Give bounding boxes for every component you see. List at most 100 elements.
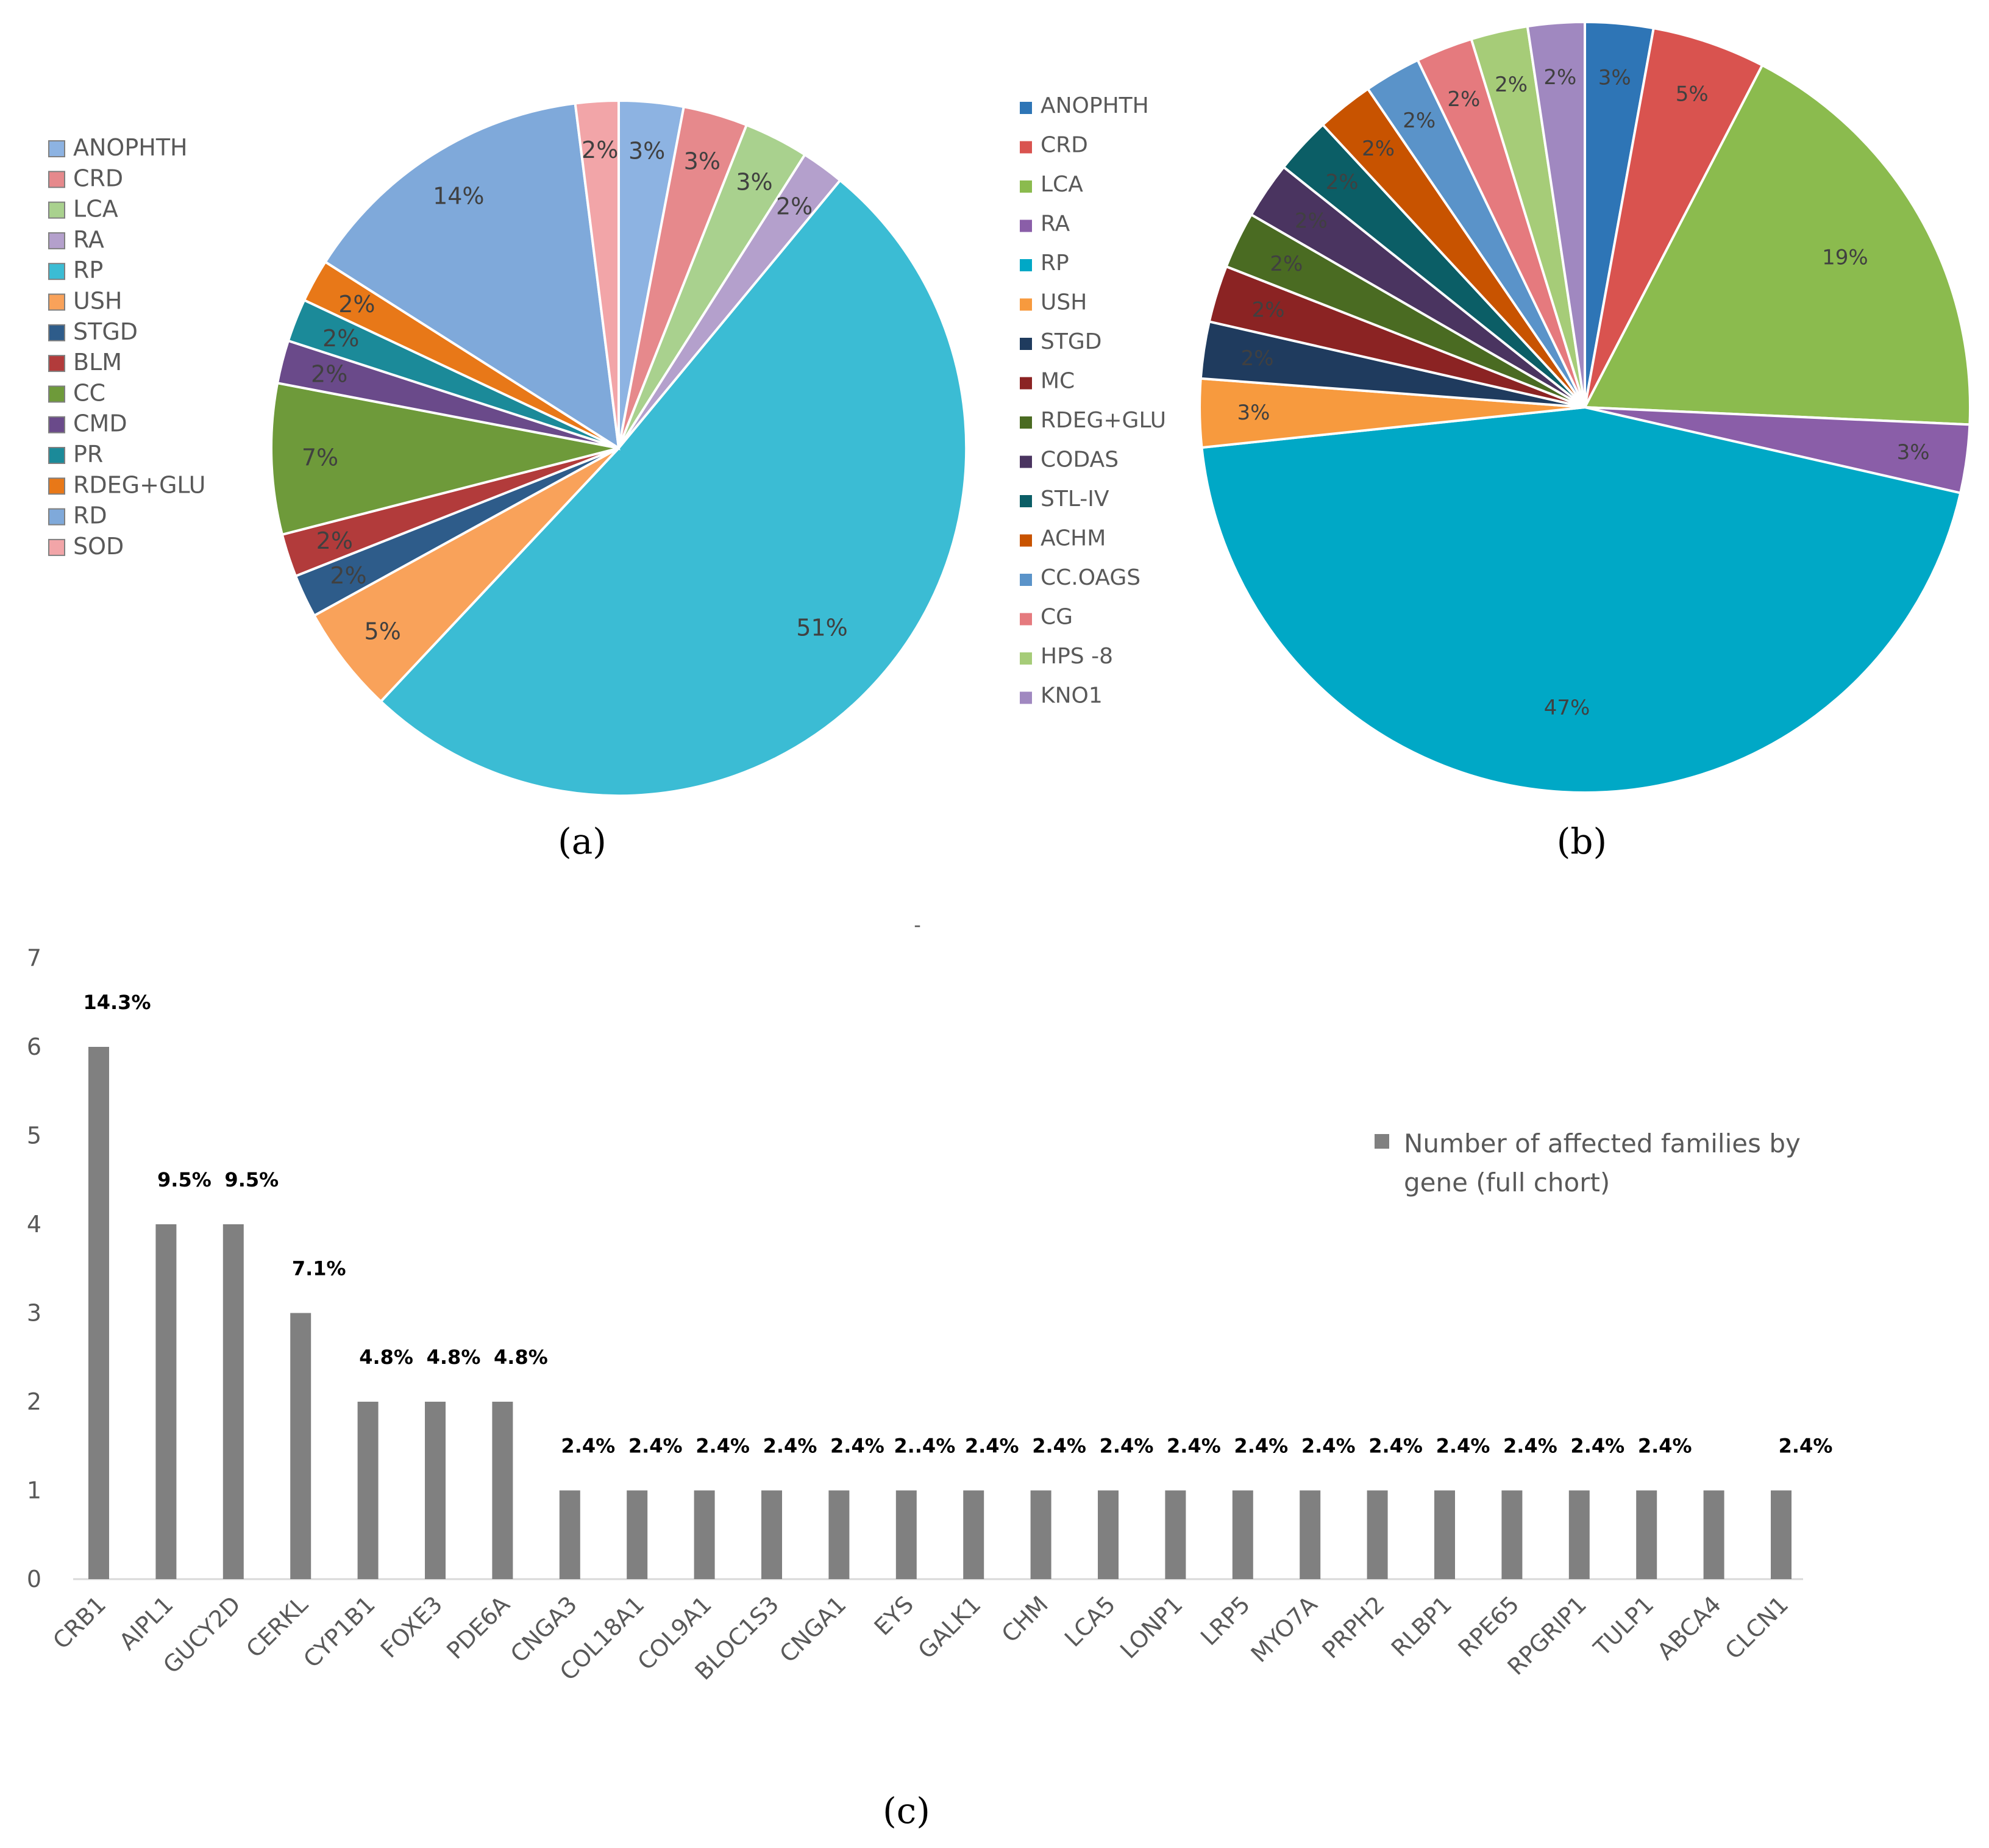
legend-label-b-mc: MC: [1041, 369, 1075, 394]
x-tick-lrp5: LRP5: [1195, 1591, 1255, 1650]
legend-label-a-sod: SOD: [73, 533, 124, 560]
pie-value-label-b-lca: 19%: [1822, 245, 1868, 269]
legend-swatch-a-cmd: [48, 416, 65, 433]
pie-slices-b: [1198, 20, 1971, 794]
pie-labels-b: 3%5%19%3%47%3%2%2%2%2%2%2%2%2%2% 2%: [1237, 65, 1930, 720]
pie-value-label-a-anophth: 3%: [628, 137, 665, 164]
legend-label-b-hps-8: HPS -8: [1041, 644, 1113, 669]
bar-rpgrip1: [1568, 1490, 1590, 1579]
legend-label-b-stgd: STGD: [1041, 329, 1101, 354]
legend-label-a-rdeg-glu: RDEG+GLU: [73, 471, 206, 498]
legend-a: ANOPHTH CRD LCA RA RP USH STGD BLM CC CMD PR RDEG+G…: [48, 134, 206, 560]
bar-label-myo7a: 2.4%: [1301, 1435, 1356, 1458]
legend-label-b-rp: RP: [1041, 251, 1069, 276]
legend-swatch-b-lca: [1020, 180, 1032, 193]
bar-pde6a: [492, 1402, 513, 1579]
pie-value-label-b-ush: 3%: [1237, 401, 1270, 425]
legend-label-a-ra: RA: [73, 226, 104, 253]
x-tick-foxe3: FOXE3: [375, 1591, 447, 1663]
pie-value-label-a-sod: 2%: [582, 137, 618, 163]
pie-slices-a: [270, 99, 968, 797]
bar-col18a1: [627, 1490, 648, 1579]
x-tick-abca4: ABCA4: [1652, 1591, 1726, 1665]
pie-value-label-b-ra: 3%: [1897, 440, 1930, 465]
bar-label-pde6a: 4.8%: [494, 1346, 548, 1369]
legend-swatch-b-crd: [1020, 141, 1032, 154]
legend-swatch-b-rp: [1020, 259, 1032, 271]
bars: [88, 1047, 1792, 1579]
bar-label-cyp1b1: 4.8%: [359, 1346, 413, 1369]
bar-bloc1s3: [761, 1490, 782, 1579]
x-tick-lca5: LCA5: [1059, 1591, 1120, 1652]
bar-galk1: [963, 1490, 984, 1579]
bar-label-cerkl: 7.1%: [292, 1257, 346, 1280]
legend-swatch-b-ush: [1020, 298, 1032, 311]
bar-cnga1: [828, 1490, 850, 1579]
bar-label-bloc1s3: 2.4%: [763, 1435, 817, 1458]
bar-label-eys: 2..4%: [894, 1435, 955, 1458]
bar-label-clcn1: 2.4%: [1779, 1435, 1833, 1458]
panel-label-a: (a): [558, 821, 607, 862]
legend-label-b-codas: CODAS: [1041, 448, 1119, 473]
bar-tulp1: [1636, 1490, 1657, 1579]
pie-value-label-a-rdeg-glu: 2%: [338, 291, 375, 318]
bar-label-col18a1: 2.4%: [628, 1435, 683, 1458]
legend-label-b-stl-iv: STL-IV: [1041, 487, 1109, 512]
pie-slice-a-rp: [379, 178, 968, 797]
pie-value-label-b-codas: 2%: [1295, 209, 1328, 234]
x-tick-galk1: GALK1: [913, 1591, 986, 1664]
legend-swatch-b-achm: [1020, 534, 1032, 547]
legend-swatch-a-ush: [48, 293, 65, 311]
bar-prph2: [1367, 1490, 1388, 1579]
legend-label-b-lca: LCA: [1041, 172, 1083, 197]
bar-label-foxe3: 4.8%: [427, 1346, 481, 1369]
y-tick-1: 1: [27, 1477, 41, 1504]
bar-col9a1: [694, 1490, 715, 1579]
pie-value-label-a-lca: 3%: [736, 169, 772, 196]
legend-swatch-a-crd: [48, 171, 65, 188]
bar-label-lca5: 2.4%: [1100, 1435, 1154, 1458]
y-tick-6: 6: [27, 1033, 41, 1060]
bar-rpe65: [1501, 1490, 1523, 1579]
legend-swatch-a-sod: [48, 538, 65, 556]
pie-chart-a: ANOPHTH CRD LCA RA RP USH STGD BLM CC CMD PR RDEG+G…: [48, 99, 968, 862]
pie-value-label-a-ra: 2%: [776, 193, 813, 220]
pie-value-label-b-rdeg-glu: 2%: [1270, 252, 1303, 276]
bar-label-gucy2d: 9.5%: [224, 1168, 279, 1191]
legend-label-a-cc: CC: [73, 379, 105, 406]
legend-swatch-b-cg: [1020, 613, 1032, 626]
bar-chart-c: 0 1 2 3 4 5 6 7 14.3% 9.5% 9.5% 7.1% 4.8% 4.8% 4.8% 2.…: [27, 945, 1833, 1832]
bar-lonp1: [1165, 1490, 1186, 1579]
pie-slice-b-rp: [1200, 405, 1962, 794]
pie-value-label-a-cc: 7%: [302, 444, 338, 471]
legend-swatch-c: [1375, 1134, 1389, 1149]
legend-label-b-rdeg-glu: RDEG+GLU: [1041, 408, 1166, 433]
y-tick-2: 2: [27, 1388, 41, 1415]
bar-cyp1b1: [357, 1402, 379, 1579]
legend-label-line-2: gene (full chort): [1404, 1168, 1610, 1197]
x-tick-lonp1: LONP1: [1115, 1591, 1188, 1664]
bar-clcn1: [1771, 1490, 1792, 1579]
legend-swatch-a-stgd: [48, 324, 65, 341]
x-tick-cyp1b1: CYP1B1: [298, 1591, 380, 1673]
legend-swatch-a-rdeg-glu: [48, 477, 65, 495]
bar-lrp5: [1232, 1490, 1253, 1579]
pie-slice-b-lca: [1582, 63, 1971, 426]
x-tick-tulp1: TULP1: [1588, 1591, 1659, 1661]
bar-label-rpe65: 2.4%: [1503, 1435, 1557, 1458]
panel-label-b: (b): [1557, 821, 1607, 862]
y-tick-3: 3: [27, 1300, 41, 1327]
bar-aipl1: [155, 1224, 177, 1579]
pie-slice-a-ush: [312, 447, 620, 704]
pie-value-label-b-cg: 2%: [1447, 87, 1480, 112]
legend-swatch-a-cc: [48, 385, 65, 403]
x-tick-chm: CHM: [997, 1591, 1053, 1647]
pie-value-label-b-achm: 2%: [1362, 137, 1395, 161]
bar-label-aipl1: 9.5%: [157, 1168, 212, 1191]
x-tick-aipl1: AIPL1: [114, 1591, 179, 1655]
pie-value-label-a-ush: 5%: [365, 618, 401, 645]
bar-label-cnga1: 2.4%: [830, 1435, 884, 1458]
bar-data-labels: 14.3% 9.5% 9.5% 7.1% 4.8% 4.8% 4.8% 2.4% 2.4% 2.4…: [83, 991, 1832, 1458]
legend-label-a-lca: LCA: [73, 196, 118, 223]
